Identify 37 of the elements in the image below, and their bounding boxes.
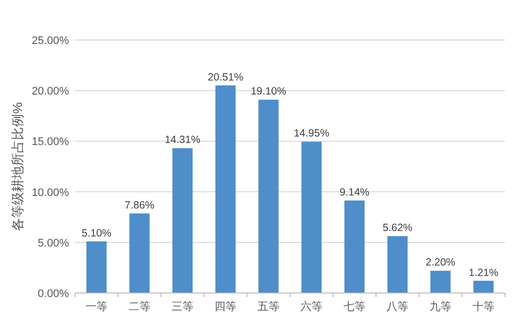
- data-label: 5.10%: [82, 227, 112, 240]
- x-tick-label: 九等: [430, 300, 452, 313]
- bar: [387, 236, 408, 293]
- bar: [301, 142, 322, 293]
- data-label: 14.95%: [294, 128, 330, 140]
- y-tick-label: 15.00%: [32, 136, 70, 148]
- x-tick-label: 三等: [172, 301, 194, 313]
- x-tick-label: 八等: [386, 301, 408, 313]
- data-label: 14.31%: [164, 134, 200, 146]
- y-tick-label: 5.00%: [38, 237, 70, 250]
- data-label: 5.62%: [382, 222, 412, 234]
- bar: [473, 280, 494, 293]
- bar: [430, 270, 451, 293]
- data-label: 20.51%: [208, 71, 244, 84]
- data-label: 9.14%: [340, 186, 370, 199]
- x-tick-label: 四等: [214, 301, 236, 313]
- x-tick-label: 十等: [472, 300, 494, 313]
- y-tick-label: 10.00%: [32, 186, 70, 199]
- y-tick-label: 25.00%: [32, 35, 70, 47]
- bar: [258, 100, 279, 293]
- x-tick-label: 二等: [128, 301, 150, 313]
- data-label: 19.10%: [250, 86, 286, 98]
- data-label: 7.86%: [124, 199, 154, 212]
- bar: [215, 85, 236, 293]
- y-tick-label: 20.00%: [32, 86, 70, 98]
- x-tick-label: 一等: [86, 301, 108, 313]
- x-tick-label: 六等: [300, 300, 322, 313]
- bar: [86, 241, 107, 293]
- y-tick-label: 0.00%: [38, 288, 70, 300]
- x-tick-label: 七等: [344, 300, 366, 313]
- data-label: 1.21%: [468, 266, 498, 279]
- bar: [172, 148, 193, 293]
- y-axis-title: 各等级耕地所占比例%: [10, 102, 25, 231]
- bar: [344, 200, 365, 293]
- x-tick-label: 五等: [258, 301, 280, 313]
- data-label: 2.20%: [426, 256, 456, 269]
- bar: [129, 213, 150, 293]
